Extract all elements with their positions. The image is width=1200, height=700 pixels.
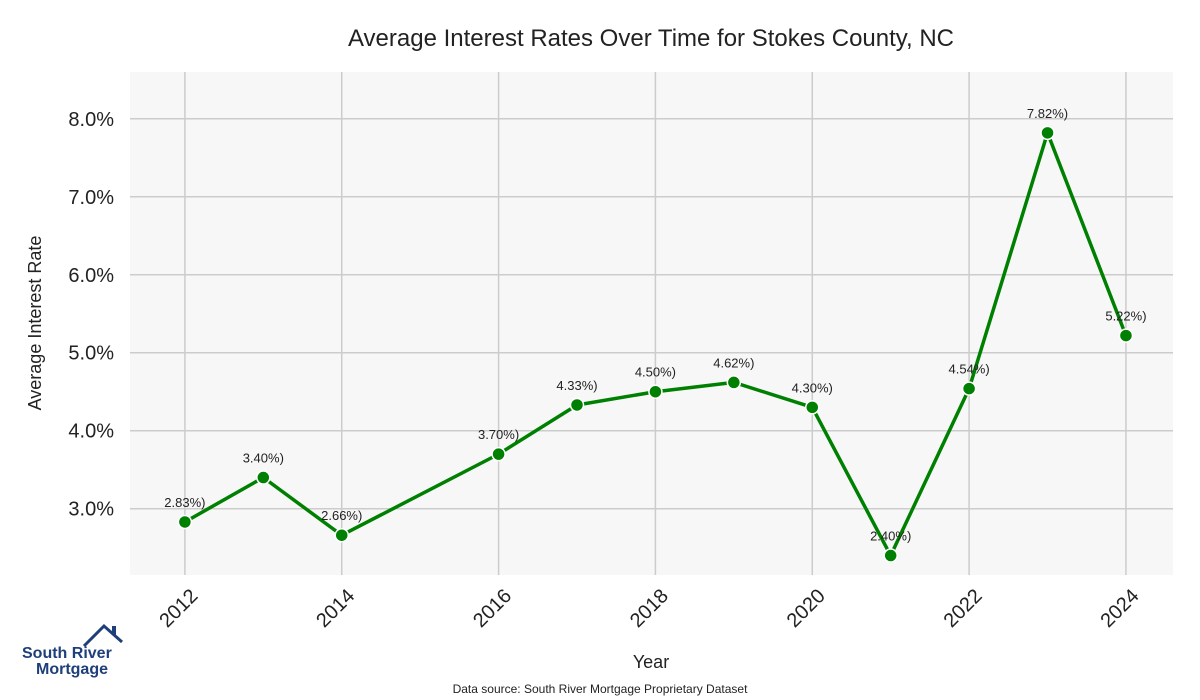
data-label-2012: 2.83%) — [164, 495, 205, 510]
data-label-2022: 4.54%) — [949, 362, 990, 377]
data-label-2024: 5.22%) — [1105, 309, 1146, 324]
data-label-2017: 4.33%) — [556, 378, 597, 393]
logo-text-south-river: South River — [22, 645, 112, 662]
y-tick-label: 3.0% — [68, 499, 114, 521]
data-label-2023: 7.82%) — [1027, 106, 1068, 121]
chart-title: Average Interest Rates Over Time for Sto… — [348, 25, 954, 52]
y-tick-label: 8.0% — [68, 109, 114, 131]
x-tick-label: 2020 — [783, 585, 830, 632]
data-label-2016: 3.70%) — [478, 427, 519, 442]
data-point-2018 — [648, 384, 663, 399]
data-point-2014 — [334, 527, 349, 543]
grid-lines — [130, 72, 1173, 575]
south-river-mortgage-logo: South River Mortgage — [22, 622, 123, 682]
x-tick-label: 2014 — [312, 585, 359, 632]
house-roof-icon — [82, 623, 123, 648]
y-tick-label: 6.0% — [68, 265, 114, 287]
data-point-2019 — [726, 375, 742, 390]
data-point-2024 — [1118, 328, 1134, 343]
data-point-2017 — [569, 397, 585, 413]
y-tick-label: 7.0% — [68, 187, 114, 209]
y-tick-label: 5.0% — [68, 343, 114, 365]
data-label-2018: 4.50%) — [635, 365, 676, 380]
plot-background — [130, 72, 1173, 575]
x-tick-label: 2018 — [626, 585, 673, 632]
data-point-2021 — [883, 548, 898, 563]
x-tick-labels: 2012 2014 2016 2018 2020 2022 2024 — [155, 585, 1143, 632]
x-axis-label: Year — [633, 652, 669, 672]
data-labels: 2.83%) 3.40%) 2.66%) 3.70%) 4.33%) 4.50%) 4.62… — [164, 106, 1146, 544]
data-label-2014: 2.66%) — [321, 508, 362, 523]
y-tick-label: 4.0% — [68, 421, 114, 443]
y-tick-labels: 3.0% 4.0% 5.0% 6.0% 7.0% 8.0% — [68, 109, 114, 521]
logo-text-mortgage: Mortgage — [36, 661, 108, 678]
y-axis-label: Average Interest Rate — [25, 236, 45, 411]
data-points — [177, 125, 1134, 563]
data-label-2019: 4.62%) — [713, 355, 754, 370]
series-polyline — [184, 131, 1128, 558]
data-source-note: Data source: South River Mortgage Propri… — [452, 682, 748, 696]
x-tick-label: 2022 — [940, 585, 987, 632]
data-label-2021: 2.40%) — [870, 529, 911, 544]
data-point-2012 — [177, 514, 193, 530]
data-point-2023 — [1040, 125, 1055, 141]
data-label-2013: 3.40%) — [243, 451, 284, 466]
data-point-2022 — [961, 381, 977, 396]
data-point-2013 — [256, 470, 271, 485]
x-tick-label: 2016 — [469, 585, 516, 632]
x-tick-label: 2024 — [1096, 585, 1143, 632]
x-tick-label: 2012 — [155, 585, 202, 632]
data-point-2016 — [491, 446, 506, 462]
data-point-2020 — [805, 400, 820, 415]
series-line — [184, 131, 1128, 558]
data-label-2020: 4.30%) — [792, 380, 833, 395]
